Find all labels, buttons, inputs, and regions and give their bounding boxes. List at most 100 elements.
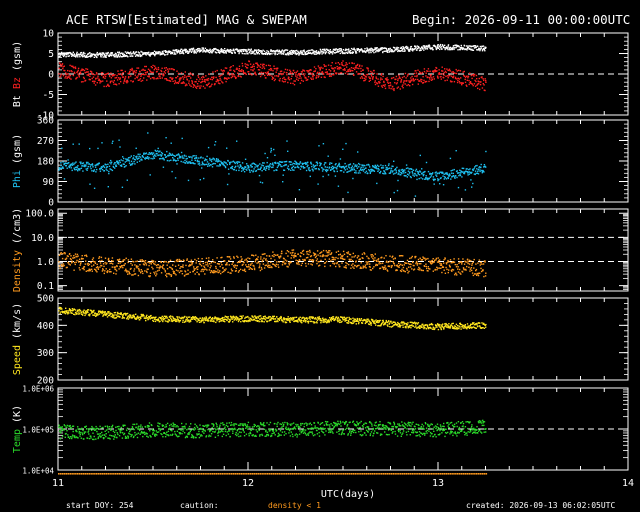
data-point: [454, 44, 457, 46]
data-point: [419, 154, 421, 157]
data-point: [190, 162, 193, 164]
data-point: [64, 53, 67, 55]
data-point: [76, 256, 78, 258]
data-point: [429, 70, 431, 72]
data-point: [266, 260, 268, 262]
data-point: [346, 171, 348, 173]
data-point: [95, 269, 97, 271]
data-point: [58, 261, 60, 263]
data-point: [130, 75, 132, 77]
data-point: [401, 47, 403, 50]
data-point: [351, 256, 353, 258]
data-point: [448, 261, 450, 263]
data-point: [462, 171, 464, 173]
data-point: [451, 47, 453, 49]
data-point: [205, 84, 208, 86]
data-point: [283, 51, 285, 54]
data-point: [385, 168, 387, 171]
data-point: [115, 77, 118, 79]
data-point: [465, 48, 467, 50]
data-point: [231, 165, 234, 168]
data-point: [314, 253, 316, 255]
data-point: [158, 52, 160, 55]
data-point: [309, 49, 311, 52]
data-point: [421, 173, 423, 175]
data-point: [446, 261, 449, 263]
data-point: [73, 255, 75, 257]
data-point: [303, 49, 305, 51]
data-point: [366, 261, 369, 263]
data-point: [164, 269, 166, 272]
data-point: [419, 49, 421, 52]
data-point: [365, 261, 367, 263]
data-point: [442, 184, 445, 186]
data-point: [159, 150, 161, 152]
data-point: [151, 266, 153, 268]
data-point: [382, 51, 384, 54]
data-point: [70, 165, 72, 167]
data-point: [331, 53, 334, 55]
data-point: [407, 167, 409, 169]
data-point: [272, 77, 275, 79]
data-point: [204, 261, 207, 264]
data-point: [392, 76, 395, 79]
data-point: [294, 50, 296, 52]
data-point: [310, 263, 312, 265]
data-point: [415, 262, 417, 265]
data-point: [334, 72, 337, 74]
data-point: [463, 45, 466, 47]
data-point: [160, 53, 163, 56]
data-point: [230, 69, 232, 71]
data-point: [188, 156, 191, 158]
data-point: [123, 80, 125, 82]
data-point: [77, 313, 80, 315]
data-point: [307, 263, 310, 265]
data-point: [140, 74, 143, 76]
data-point: [329, 162, 331, 164]
data-point: [392, 165, 394, 168]
data-point: [430, 260, 432, 262]
data-point: [427, 257, 429, 260]
data-point: [210, 49, 212, 52]
data-point: [70, 163, 72, 165]
data-point: [302, 53, 304, 56]
data-point: [305, 79, 307, 81]
data-point: [459, 173, 461, 176]
data-point: [342, 148, 344, 150]
data-point: [135, 76, 138, 78]
y-tick-label: 0: [48, 198, 54, 209]
data-point: [220, 48, 223, 50]
data-point: [407, 170, 410, 172]
data-point: [254, 166, 256, 168]
data-point: [59, 312, 61, 314]
data-point: [148, 264, 150, 267]
data-point: [210, 159, 212, 161]
data-point: [61, 52, 63, 54]
data-point: [199, 87, 202, 89]
data-point: [341, 256, 343, 258]
data-point: [359, 64, 361, 66]
data-point: [454, 176, 456, 178]
data-point: [409, 171, 411, 173]
data-point: [251, 50, 253, 52]
data-point: [152, 52, 154, 54]
data-point: [187, 162, 189, 164]
data-point: [402, 46, 404, 48]
data-point: [107, 72, 109, 74]
data-point: [355, 260, 357, 262]
data-point: [351, 167, 353, 169]
data-point: [393, 50, 396, 52]
data-point: [118, 83, 120, 85]
data-point: [71, 53, 73, 55]
data-point: [60, 162, 62, 164]
data-point: [291, 49, 293, 52]
data-point: [230, 167, 233, 169]
data-point: [328, 167, 330, 169]
data-point: [305, 161, 307, 164]
data-point: [295, 73, 297, 75]
data-point: [342, 250, 345, 253]
data-point: [146, 79, 148, 81]
data-point: [220, 272, 222, 275]
data-point: [103, 55, 106, 57]
data-point: [191, 82, 193, 85]
